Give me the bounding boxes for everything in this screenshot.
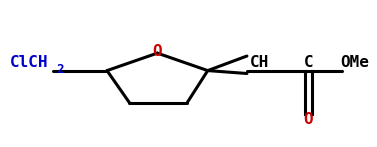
Text: C: C: [303, 55, 313, 70]
Text: O: O: [153, 44, 162, 59]
Text: ClCH: ClCH: [10, 55, 49, 70]
Text: OMe: OMe: [340, 55, 369, 70]
Text: O: O: [303, 112, 313, 127]
Text: 2: 2: [56, 63, 63, 76]
Text: CH: CH: [250, 55, 270, 70]
